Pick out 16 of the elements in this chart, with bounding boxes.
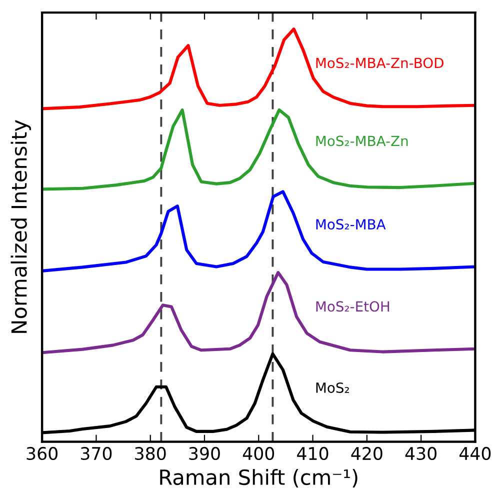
x-axis-title: Raman Shift (cm⁻¹)	[160, 468, 358, 488]
x-tick-label: 400	[242, 446, 274, 460]
y-axis-title: Normalized Intensity	[10, 120, 31, 333]
x-tick-label: 370	[80, 446, 112, 460]
x-tick-label: 420	[351, 446, 382, 460]
x-tick-label: 430	[405, 446, 436, 460]
x-tick-label: 380	[135, 446, 166, 460]
x-tick-label: 390	[189, 446, 220, 460]
x-tick-label: 360	[26, 446, 58, 460]
series-label: MoS₂-EtOH	[316, 301, 390, 312]
series-label: MoS₂-MBA-Zn	[316, 136, 408, 146]
x-tick-label: 440	[459, 446, 491, 460]
x-tick-label: 410	[297, 446, 328, 460]
series-label: MoS₂-MBA-Zn-BOD	[316, 58, 444, 68]
series-label: MoS₂	[316, 382, 349, 393]
series-label: MoS₂-MBA	[316, 219, 386, 230]
